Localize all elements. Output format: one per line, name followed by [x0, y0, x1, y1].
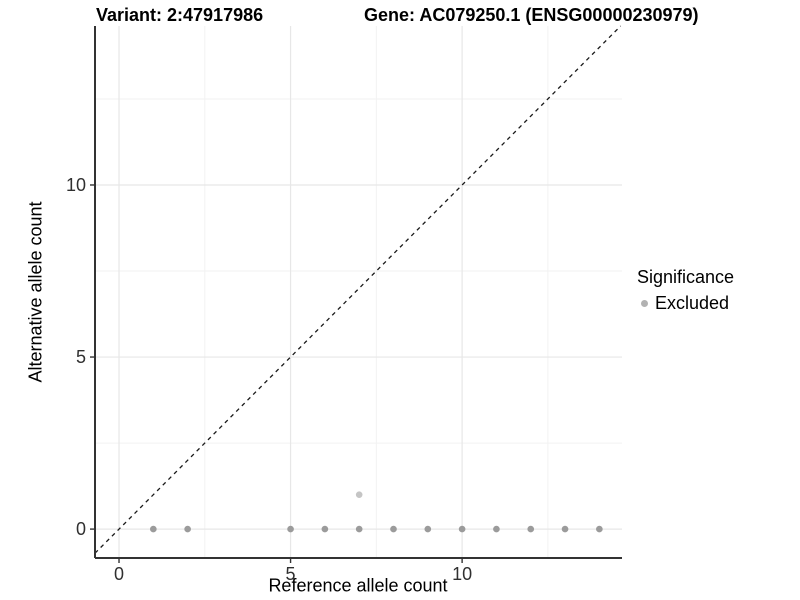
- x-tick-label: 10: [452, 564, 472, 584]
- x-axis-label: Reference allele count: [268, 575, 448, 596]
- y-tick-label: 10: [66, 175, 86, 195]
- data-point: [493, 525, 500, 533]
- y-tick-label: 5: [76, 347, 86, 367]
- data-point: [424, 525, 432, 533]
- variant-title: Variant: 2:47917986: [96, 5, 264, 25]
- y-tick-label: 0: [76, 519, 86, 539]
- legend: Significance Excluded: [637, 267, 734, 314]
- gene-title: Gene: AC079250.1 (ENSG00000230979): [364, 5, 699, 25]
- data-point: [184, 525, 191, 533]
- legend-item-excluded: Excluded: [637, 293, 734, 314]
- data-point: [150, 525, 157, 533]
- identity-line: [94, 25, 622, 554]
- data-point: [287, 525, 294, 533]
- data-point: [355, 491, 363, 498]
- y-axis-label: Alternative allele count: [25, 201, 46, 383]
- data-point: [561, 525, 569, 533]
- legend-title: Significance: [637, 267, 735, 287]
- data-point: [527, 525, 535, 533]
- x-tick-label: 0: [114, 564, 124, 584]
- data-point: [390, 525, 397, 533]
- data-point: [321, 525, 329, 533]
- legend-item-label: Excluded: [655, 293, 730, 313]
- data-point: [458, 525, 466, 533]
- excluded-point-icon: [641, 300, 648, 307]
- data-point: [596, 525, 603, 533]
- data-point: [355, 525, 363, 533]
- x-tick-label: 5: [286, 564, 296, 584]
